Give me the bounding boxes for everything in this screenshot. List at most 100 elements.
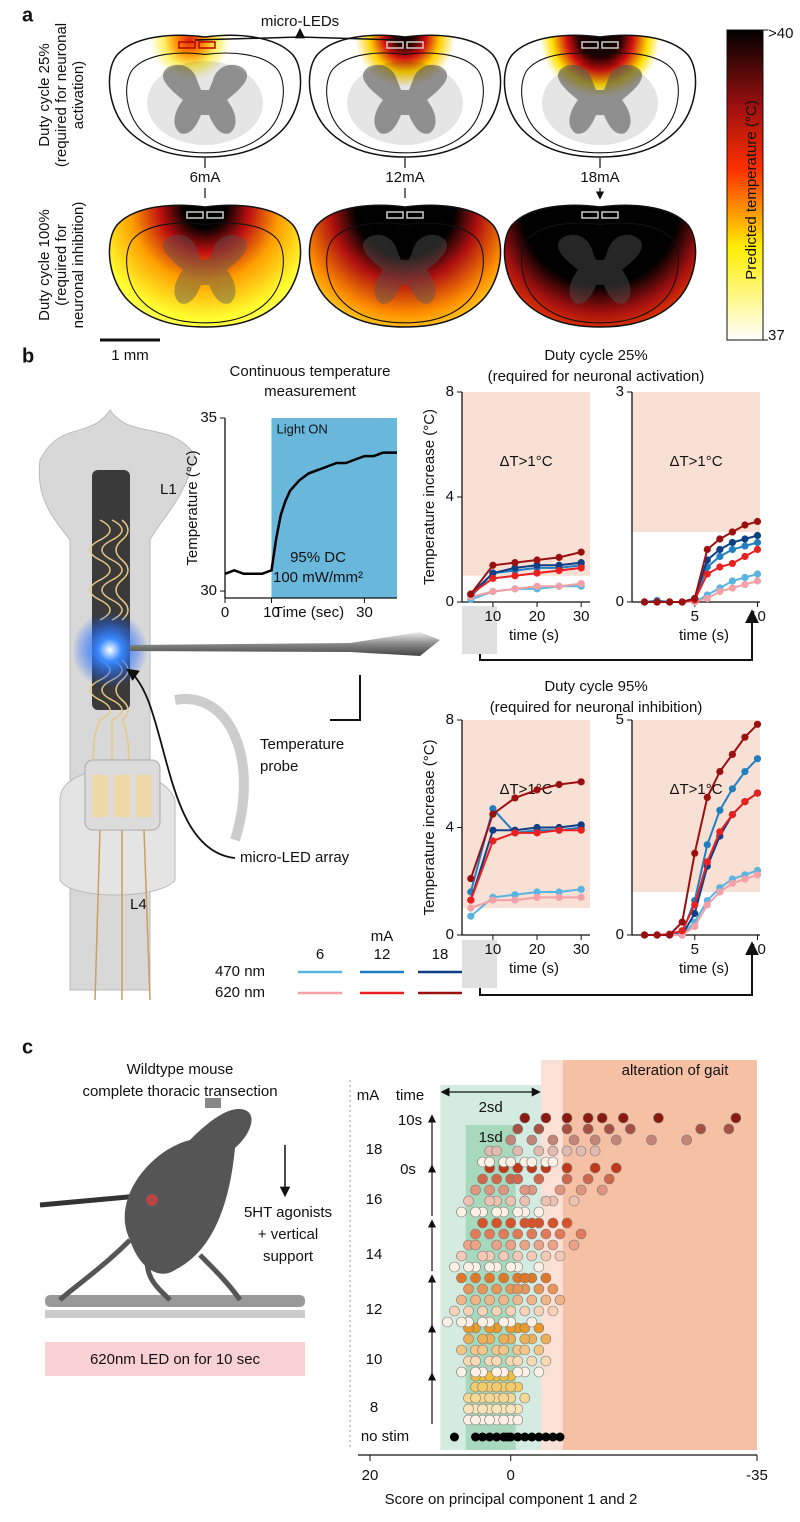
x-tick-label: 10 [485,608,502,625]
data-point [547,1305,559,1317]
data-point [484,1392,495,1404]
data-point [540,1112,552,1124]
data-point [610,1134,622,1146]
treatment-label: + vertical [258,1226,318,1243]
data-point [618,1112,629,1124]
data-point [703,793,711,802]
y-tick-label: 0 [616,926,624,943]
x-tick-label: 20 [529,608,546,625]
data-point [753,720,762,728]
y-axis-label: Temperature (°C) [184,450,201,565]
x-tick-label: 10 [485,941,502,958]
data-point [691,901,699,909]
data-point [568,1195,580,1207]
data-point [526,1316,538,1328]
data-point [741,573,749,582]
y-tick-label: 4 [446,818,454,835]
data-point [526,1134,538,1146]
data-point [449,1261,460,1273]
light-on-region [271,418,397,598]
data-point [728,545,736,554]
data-point [477,1173,488,1185]
data-point [577,826,585,834]
data-point [589,1134,601,1146]
data-point [511,572,519,580]
series-line [470,561,582,595]
data-point [554,1228,566,1240]
threshold-region [632,392,760,532]
data-point [568,1134,580,1146]
data-point [596,1112,608,1124]
colorbar-label: Predicted temperature (°C) [743,100,760,279]
data-point [533,1239,545,1251]
data-point [491,1145,502,1157]
data-point [519,1333,531,1345]
data-point [540,1333,552,1345]
data-point [511,564,519,572]
threshold-label: ΔT>1°C [669,453,722,470]
data-point [470,1206,481,1218]
y-tick-label: 4 [446,488,454,505]
legend-label: 470 nm [215,963,265,980]
data-point [463,1283,474,1295]
data-point [526,1294,538,1306]
data-point [519,1184,531,1196]
data-point [519,1322,531,1334]
data-point [484,1294,495,1306]
data-point [625,1123,636,1135]
data-point [491,1355,502,1367]
data-point [540,1294,552,1306]
data-point [703,545,711,554]
data-point [666,598,674,606]
data-point [533,1305,545,1317]
data-point [512,1206,524,1218]
data-point [519,1344,531,1356]
data-point [703,901,711,909]
data-point [463,1305,474,1317]
data-point [533,1283,545,1295]
x-tick-label: 10 [749,941,766,958]
data-point [463,1403,474,1415]
data-point [741,535,749,543]
data-point [512,1283,524,1295]
group-label: 16 [366,1191,383,1208]
legend-label: 6 [316,946,324,963]
y-tick-label: 0 [446,593,454,610]
data-point [547,1145,559,1157]
data-point [533,823,541,832]
data-point [533,561,541,569]
legend-label: 18 [432,946,449,963]
x-tick-label: 20 [529,941,546,958]
data-point [640,931,649,939]
data-point [753,577,762,585]
data-point [456,1344,467,1356]
spine-illustration [38,409,759,1001]
data-point [498,1184,509,1196]
data-point [498,1316,509,1328]
data-point [716,768,724,776]
data-point [526,1228,538,1240]
panel-label: b [22,345,34,367]
band-label: 1sd [479,1129,503,1146]
x-tick-label: 20 [362,1467,379,1484]
data-point [753,755,762,763]
data-point [577,580,585,588]
data-point [477,1250,488,1262]
data-point [505,1239,517,1251]
data-point [603,1123,615,1135]
data-point [589,1145,601,1157]
data-point [470,1239,481,1251]
data-point [505,1261,517,1273]
data-point [470,1366,481,1378]
data-point [533,569,541,577]
data-point [547,1156,559,1168]
data-point [555,553,563,561]
data-point [561,1112,573,1124]
time-label: 10s [398,1112,422,1129]
current-label: 12mA [385,169,424,186]
data-point [456,1294,467,1306]
data-point [512,1173,524,1185]
treatment-label: support [263,1248,314,1265]
data-point [695,1123,707,1135]
data-point [498,1228,509,1240]
